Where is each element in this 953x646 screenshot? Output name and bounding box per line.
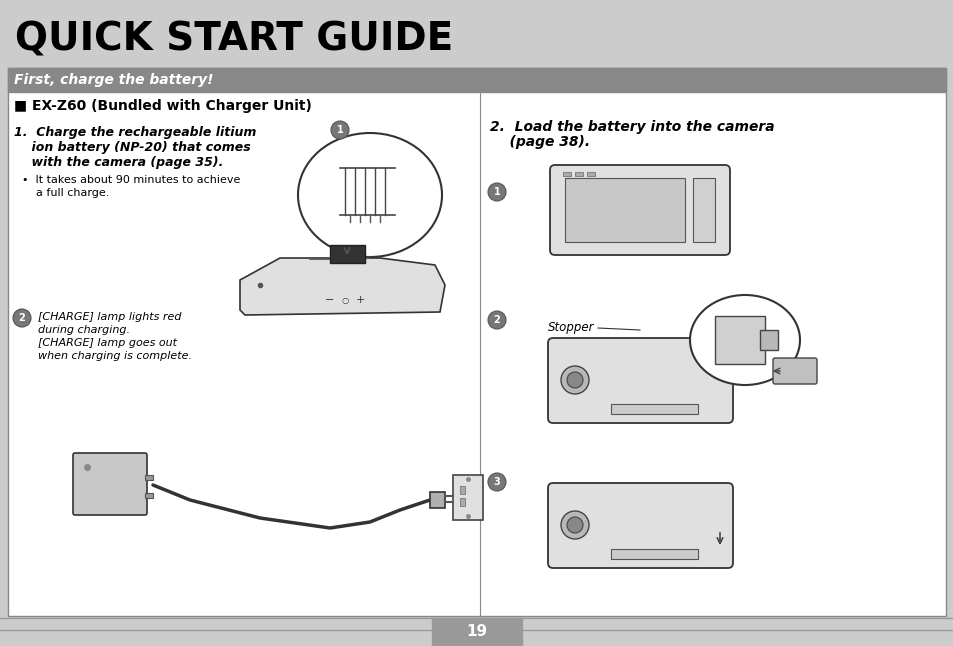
Bar <box>692 178 714 242</box>
Text: 2: 2 <box>19 313 26 323</box>
FancyBboxPatch shape <box>772 358 816 384</box>
Text: [CHARGE] lamp lights red: [CHARGE] lamp lights red <box>38 312 181 322</box>
Bar <box>760 330 778 350</box>
Text: •  It takes about 90 minutes to achieve: • It takes about 90 minutes to achieve <box>22 175 240 185</box>
Bar <box>575 172 582 176</box>
Text: 1: 1 <box>336 125 343 135</box>
Polygon shape <box>240 258 444 315</box>
Bar <box>562 172 571 176</box>
Bar <box>586 172 595 176</box>
Circle shape <box>488 473 505 491</box>
Text: QUICK START GUIDE: QUICK START GUIDE <box>15 20 453 58</box>
Text: +: + <box>355 295 364 305</box>
Ellipse shape <box>297 133 441 257</box>
Text: 2.  Load the battery into the camera: 2. Load the battery into the camera <box>490 120 774 134</box>
FancyBboxPatch shape <box>547 338 732 423</box>
Text: 3: 3 <box>493 477 500 487</box>
FancyBboxPatch shape <box>550 165 729 255</box>
Bar <box>8 68 945 616</box>
Bar <box>145 493 152 498</box>
Text: 2: 2 <box>493 315 500 325</box>
Text: First, charge the battery!: First, charge the battery! <box>14 73 213 87</box>
Text: ion battery (NP-20) that comes: ion battery (NP-20) that comes <box>14 141 251 154</box>
Bar <box>714 316 764 364</box>
Bar <box>459 486 464 494</box>
Text: when charging is complete.: when charging is complete. <box>38 351 192 361</box>
Circle shape <box>560 511 588 539</box>
FancyBboxPatch shape <box>547 483 732 568</box>
Text: 19: 19 <box>466 625 487 640</box>
Bar <box>610 549 698 559</box>
Circle shape <box>566 372 582 388</box>
Text: Stopper: Stopper <box>547 322 594 335</box>
Text: a full charge.: a full charge. <box>22 188 110 198</box>
Bar <box>0 0 953 65</box>
Text: with the camera (page 35).: with the camera (page 35). <box>14 156 223 169</box>
Circle shape <box>488 311 505 329</box>
Bar <box>145 475 152 480</box>
Bar <box>564 178 684 242</box>
Circle shape <box>488 183 505 201</box>
Bar <box>432 618 521 646</box>
Bar <box>453 475 482 520</box>
Bar <box>610 404 698 414</box>
Text: 1.  Charge the rechargeable litium: 1. Charge the rechargeable litium <box>14 126 256 139</box>
Ellipse shape <box>689 295 800 385</box>
Circle shape <box>566 517 582 533</box>
Circle shape <box>13 309 30 327</box>
Circle shape <box>560 366 588 394</box>
Bar <box>8 68 945 92</box>
Bar <box>459 498 464 506</box>
Bar <box>330 245 365 263</box>
Text: ■ EX-Z60 (Bundled with Charger Unit): ■ EX-Z60 (Bundled with Charger Unit) <box>14 99 312 113</box>
Text: ○: ○ <box>341 295 348 304</box>
Polygon shape <box>430 492 444 508</box>
FancyBboxPatch shape <box>73 453 147 515</box>
Text: [CHARGE] lamp goes out: [CHARGE] lamp goes out <box>38 338 177 348</box>
Text: during charging.: during charging. <box>38 325 130 335</box>
Text: −: − <box>325 295 335 305</box>
Text: (page 38).: (page 38). <box>490 135 590 149</box>
Text: 1: 1 <box>493 187 500 197</box>
Circle shape <box>331 121 349 139</box>
